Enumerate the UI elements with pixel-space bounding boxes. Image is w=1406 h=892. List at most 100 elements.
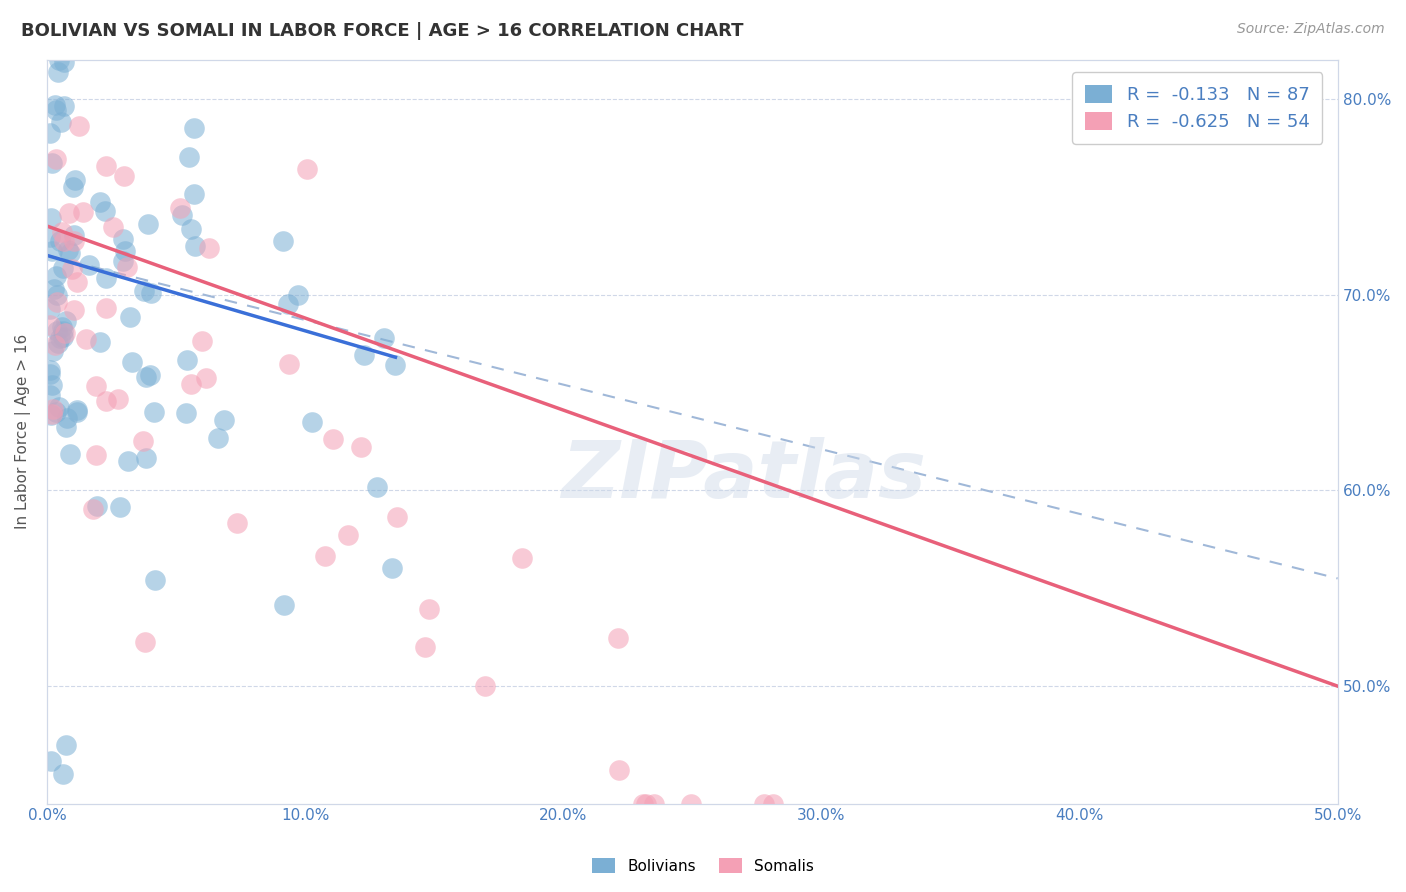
Point: [136, 217, 159, 231]
Point: [79, 258, 101, 272]
Point: [139, 368, 162, 383]
Point: [56, 244, 79, 258]
Point: [177, 150, 200, 164]
Point: [277, 297, 299, 311]
Point: [373, 331, 395, 345]
Point: [387, 510, 409, 524]
Point: [315, 549, 337, 564]
Point: [55, 411, 77, 425]
Point: [174, 406, 197, 420]
Point: [60, 262, 83, 277]
Point: [107, 392, 129, 406]
Point: [53, 326, 76, 341]
Point: [49, 235, 72, 249]
Point: [366, 480, 388, 494]
Point: [62, 179, 84, 194]
Point: [643, 797, 665, 811]
Point: [169, 201, 191, 215]
Point: [67, 119, 90, 133]
Point: [46, 295, 69, 310]
Point: [111, 254, 134, 268]
Legend: R =  -0.133   N = 87, R =  -0.625   N = 54: R = -0.133 N = 87, R = -0.625 N = 54: [1073, 72, 1322, 144]
Point: [55, 738, 77, 752]
Point: [198, 241, 221, 255]
Point: [72, 205, 94, 219]
Point: [287, 287, 309, 301]
Point: [39, 211, 62, 225]
Point: [48, 53, 70, 67]
Point: [39, 408, 62, 422]
Point: [46, 335, 69, 350]
Point: [353, 347, 375, 361]
Point: [75, 333, 97, 347]
Point: [38, 229, 60, 244]
Point: [38, 367, 60, 381]
Point: [38, 363, 60, 377]
Point: [59, 447, 82, 461]
Point: [761, 797, 783, 811]
Point: [46, 64, 69, 78]
Y-axis label: In Labor Force | Age > 16: In Labor Force | Age > 16: [15, 334, 31, 529]
Point: [63, 302, 86, 317]
Point: [117, 260, 139, 274]
Point: [41, 378, 63, 392]
Point: [49, 331, 72, 345]
Point: [52, 261, 75, 276]
Point: [322, 432, 344, 446]
Point: [63, 227, 86, 242]
Point: [89, 195, 111, 210]
Point: [94, 393, 117, 408]
Point: [679, 797, 702, 811]
Point: [143, 573, 166, 587]
Point: [38, 126, 60, 140]
Point: [44, 98, 66, 112]
Point: [94, 271, 117, 285]
Point: [82, 502, 104, 516]
Point: [45, 152, 67, 166]
Point: [52, 324, 75, 338]
Point: [41, 244, 63, 258]
Point: [271, 234, 294, 248]
Point: [45, 269, 67, 284]
Point: [121, 355, 143, 369]
Point: [42, 344, 65, 359]
Text: ZIPatlas: ZIPatlas: [561, 437, 927, 516]
Point: [42, 402, 65, 417]
Point: [53, 99, 76, 113]
Point: [112, 169, 135, 183]
Point: [301, 416, 323, 430]
Point: [86, 499, 108, 513]
Point: [52, 234, 75, 248]
Point: [66, 275, 89, 289]
Point: [112, 232, 135, 246]
Point: [180, 222, 202, 236]
Point: [66, 403, 89, 417]
Point: [609, 763, 631, 777]
Point: [381, 561, 404, 575]
Point: [94, 204, 117, 219]
Point: [183, 120, 205, 135]
Point: [94, 301, 117, 315]
Point: [474, 679, 496, 693]
Text: Source: ZipAtlas.com: Source: ZipAtlas.com: [1237, 22, 1385, 37]
Point: [135, 370, 157, 384]
Point: [89, 334, 111, 349]
Point: [46, 288, 69, 302]
Point: [631, 797, 654, 811]
Point: [51, 320, 73, 334]
Text: BOLIVIAN VS SOMALI IN LABOR FORCE | AGE > 16 CORRELATION CHART: BOLIVIAN VS SOMALI IN LABOR FORCE | AGE …: [21, 22, 744, 40]
Point: [214, 413, 236, 427]
Point: [176, 352, 198, 367]
Point: [65, 173, 87, 187]
Point: [350, 440, 373, 454]
Point: [48, 400, 70, 414]
Point: [66, 404, 89, 418]
Point: [172, 209, 194, 223]
Point: [418, 602, 440, 616]
Point: [110, 500, 132, 514]
Point: [55, 314, 77, 328]
Point: [195, 371, 218, 385]
Point: [45, 324, 67, 338]
Point: [39, 754, 62, 768]
Point: [183, 186, 205, 201]
